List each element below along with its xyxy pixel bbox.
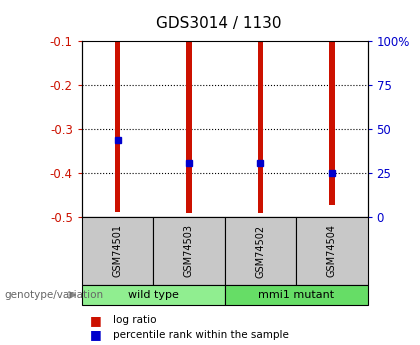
Bar	[186, 41, 192, 213]
Text: percentile rank within the sample: percentile rank within the sample	[113, 330, 289, 339]
Text: mmi1 mutant: mmi1 mutant	[258, 290, 334, 300]
Bar	[296, 217, 368, 285]
Text: genotype/variation: genotype/variation	[4, 290, 103, 300]
Bar	[82, 285, 225, 305]
Text: log ratio: log ratio	[113, 315, 157, 325]
Text: GSM74504: GSM74504	[327, 225, 337, 277]
Text: GSM74503: GSM74503	[184, 225, 194, 277]
Text: GSM74502: GSM74502	[255, 225, 265, 277]
Bar	[82, 217, 153, 285]
Text: GSM74501: GSM74501	[113, 225, 123, 277]
Bar	[257, 41, 263, 213]
Bar	[153, 217, 225, 285]
Bar	[225, 217, 296, 285]
Text: ■: ■	[90, 314, 102, 327]
Text: GDS3014 / 1130: GDS3014 / 1130	[156, 16, 281, 30]
Text: ■: ■	[90, 328, 102, 341]
Bar	[115, 41, 121, 212]
Text: wild type: wild type	[128, 290, 179, 300]
Bar	[329, 41, 335, 205]
Bar	[225, 285, 368, 305]
